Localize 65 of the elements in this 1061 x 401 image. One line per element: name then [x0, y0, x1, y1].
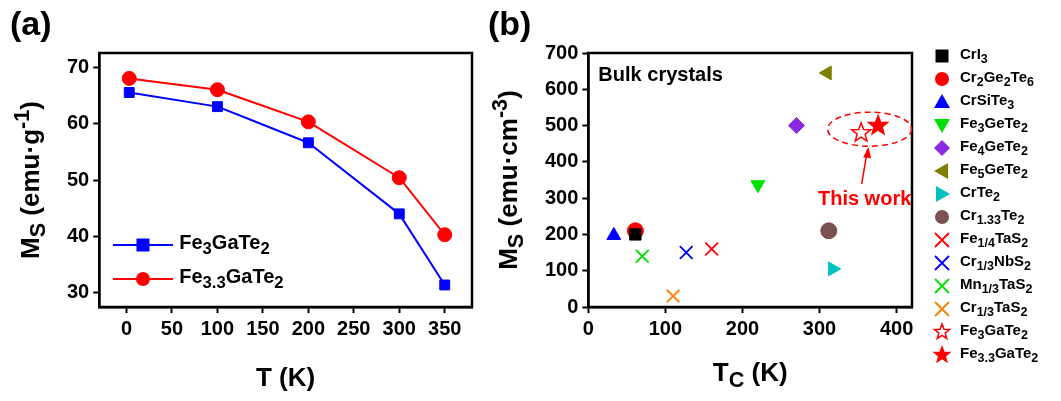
legend-label: Fe$_{4}$GeTe$_{2}$	[960, 137, 1028, 158]
x-tick-label: 300	[382, 316, 416, 339]
y-tick-label: 0	[567, 294, 579, 317]
x-tick-label: 100	[200, 316, 235, 339]
point	[439, 279, 451, 291]
point	[704, 241, 719, 257]
annotation: This work	[817, 186, 913, 209]
legend-label: Fe$_{3.3}$GaTe$_{2}$	[960, 344, 1039, 365]
x-tick-label: 200	[291, 316, 326, 339]
point	[820, 222, 838, 240]
y-tick-label: 700	[544, 40, 579, 63]
y-tick-label: 200	[544, 221, 579, 244]
point	[300, 114, 316, 130]
point	[787, 117, 805, 135]
legend-label: Fe$_{3.3}$GaTe$_{2}$	[179, 265, 284, 293]
chart-title: (b)	[488, 4, 532, 43]
y-tick-label: 300	[544, 185, 579, 208]
y-tick-label: 400	[544, 149, 579, 172]
point	[437, 227, 453, 243]
legend-label: Fe$_{5}$GeTe$_{2}$	[960, 160, 1028, 181]
x-tick-label: 350	[428, 316, 462, 339]
legend-label: Fe$_{3}$GaTe$_{2}$	[179, 231, 270, 259]
point	[209, 82, 225, 98]
point	[302, 137, 314, 149]
x-tick-label: 400	[879, 316, 914, 339]
y-tick-label: 50	[67, 167, 90, 190]
point	[211, 101, 223, 113]
y-tick-label: 600	[544, 76, 579, 99]
x-axis-title: T (K)	[256, 362, 316, 393]
point	[665, 288, 681, 304]
legend-label: Cr$_{2}$Ge$_{2}$Te$_{6}$	[960, 68, 1034, 89]
legend-label: CrSiTe$_{3}$	[960, 91, 1015, 112]
legend-label: Fe$_{3}$GeTe$_{2}$	[960, 114, 1028, 135]
y-tick-label: 30	[67, 280, 90, 303]
x-tick-label: 250	[337, 316, 371, 339]
y-tick-label: 500	[544, 113, 579, 136]
legend-label: CrTe$_{2}$	[960, 183, 1001, 204]
y-tick-label: 40	[67, 223, 90, 246]
point	[391, 170, 407, 186]
legend-label: Cr$_{1.33}$Te$_{2}$	[960, 206, 1025, 227]
y-tick-label: 70	[67, 54, 90, 77]
legend-label: Fe$_{1/4}$TaS$_{2}$	[960, 229, 1029, 250]
x-tick-label: 0	[120, 316, 133, 339]
point	[678, 245, 694, 260]
legend-label: Fe$_{3}$GaTe$_{2}$	[960, 321, 1028, 342]
x-tick-label: 200	[725, 316, 760, 339]
point	[123, 87, 135, 98]
x-axis-title: T$_{C}$ (K)	[712, 356, 788, 393]
x-tick-label: 300	[802, 316, 837, 339]
chart-title: (a)	[10, 4, 52, 43]
annotation: Bulk crystals	[598, 62, 723, 85]
y-tick-label: 60	[67, 111, 90, 134]
point	[393, 208, 405, 220]
point	[606, 227, 622, 241]
x-tick-label: 50	[160, 316, 184, 339]
point	[635, 248, 650, 264]
x-tick-label: 150	[246, 316, 280, 339]
legend-label: Cr$_{1/3}$TaS$_{2}$	[960, 298, 1028, 319]
x-tick-label: 0	[582, 316, 594, 339]
x-tick-label: 100	[648, 316, 683, 339]
legend-label: Cr$_{1/3}$NbS$_{2}$	[960, 252, 1032, 273]
y-tick-label: 100	[544, 258, 579, 281]
legend-label: Mn$_{1/3}$TaS$_{2}$	[960, 275, 1033, 296]
legend-label: CrI$_{3}$	[960, 45, 988, 66]
point	[121, 70, 137, 86]
